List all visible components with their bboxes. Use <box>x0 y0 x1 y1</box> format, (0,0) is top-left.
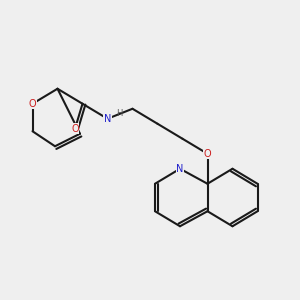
Text: N: N <box>176 164 184 174</box>
Text: O: O <box>29 99 36 109</box>
Text: H: H <box>116 109 123 118</box>
Text: N: N <box>104 114 111 124</box>
Text: O: O <box>204 149 211 159</box>
Text: O: O <box>71 124 79 134</box>
